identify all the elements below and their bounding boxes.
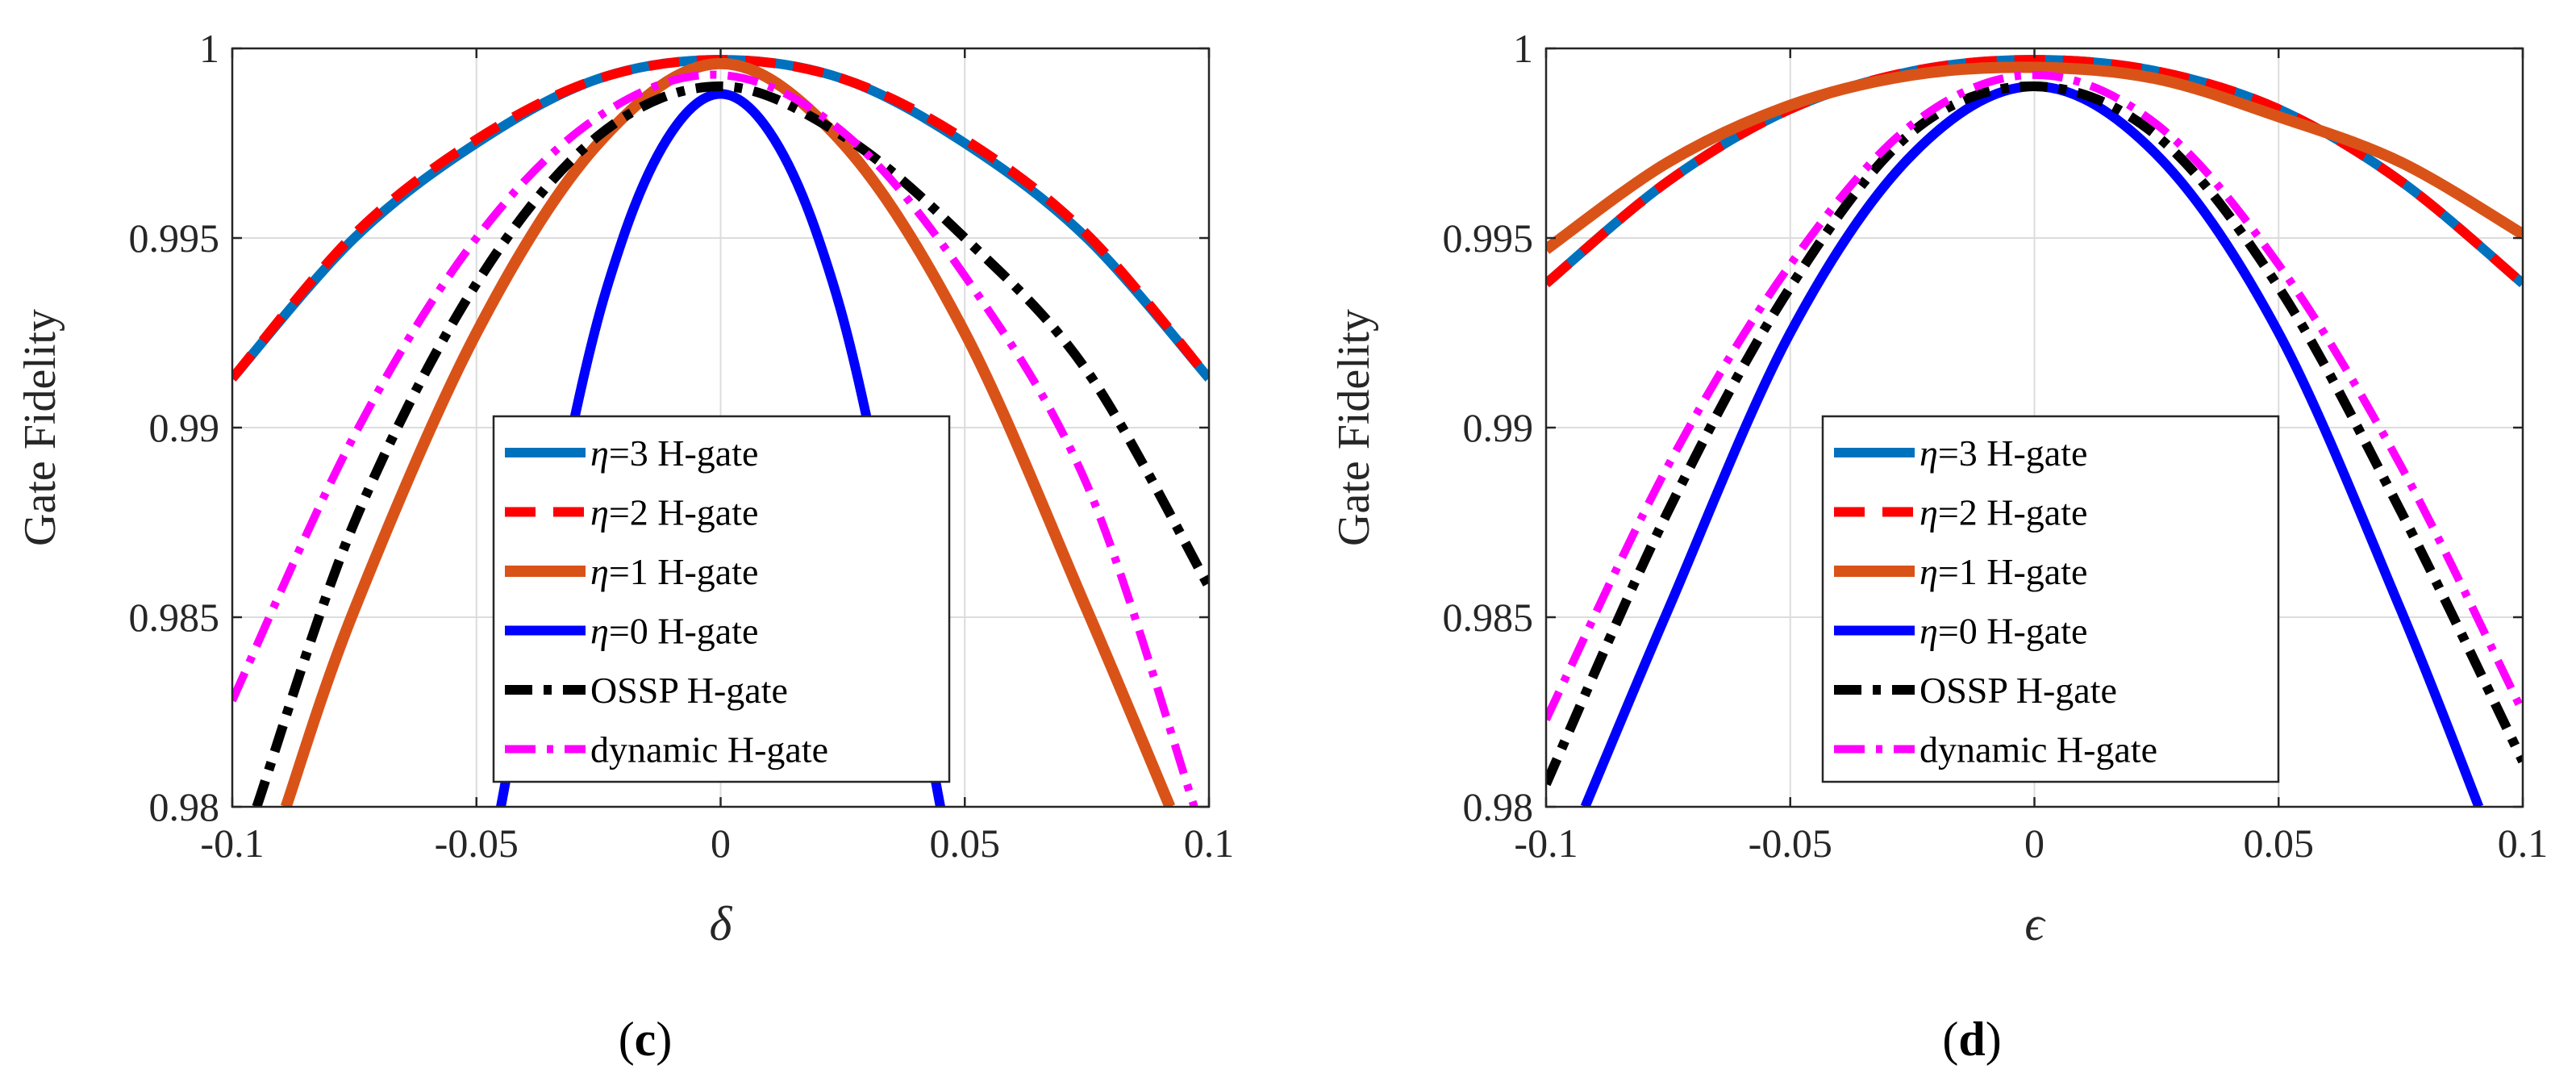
legend-label: dynamic H-gate — [590, 729, 828, 771]
chart-panel-d: -0.1 -0.05 0 0.05 0.1 0.98 0.985 0.99 0.995 1 ϵ Gat… — [1329, 26, 2548, 1066]
panel-caption: (c) — [619, 1013, 673, 1066]
x-tick-label: 0.1 — [1184, 821, 1235, 866]
y-tick-label: 1 — [1513, 26, 1533, 71]
x-axis-label: ϵ — [2024, 897, 2046, 950]
legend-label: η=1 H-gate — [590, 551, 758, 592]
y-axis-label: Gate Fidelity — [15, 309, 65, 546]
x-tick-label: -0.1 — [1514, 821, 1578, 866]
legend-label: η=0 H-gate — [1919, 611, 2087, 652]
y-tick-label: 0.985 — [129, 595, 220, 640]
legend-label: η=3 H-gate — [590, 432, 758, 474]
x-tick-label: 0.1 — [2498, 821, 2549, 866]
y-tick-label: 0.99 — [1463, 405, 1534, 450]
series-lines — [1546, 55, 2523, 807]
x-tick-label: 0 — [711, 821, 731, 866]
legend-label: η=0 H-gate — [590, 611, 758, 652]
legend-label: η=2 H-gate — [1919, 492, 2087, 533]
chart-panel-c: -0.1 -0.05 0 0.05 0.1 0.98 0.985 0.99 0.995 1 δ Gat… — [15, 26, 1234, 1066]
x-tick-label: 0.05 — [930, 821, 1001, 866]
y-tick-label: 0.985 — [1443, 595, 1534, 640]
legend-label: OSSP H-gate — [590, 670, 788, 711]
x-tick-label: -0.1 — [200, 821, 264, 866]
legend-label: OSSP H-gate — [1919, 670, 2117, 711]
legend-label: dynamic H-gate — [1919, 729, 2157, 771]
y-tick-label: 0.995 — [1443, 215, 1534, 261]
series-line-eta2 — [1546, 55, 2523, 287]
x-tick-label: 0.05 — [2244, 821, 2315, 866]
series-line-dynamic — [232, 70, 1198, 807]
x-axis-label: δ — [710, 897, 733, 950]
series-line-eta1 — [280, 57, 1176, 807]
panel-caption: (d) — [1942, 1013, 2001, 1066]
y-tick-label: 0.995 — [129, 215, 220, 261]
legend-label: η=3 H-gate — [1919, 432, 2087, 474]
y-tick-label: 0.99 — [149, 405, 220, 450]
legend-box — [492, 415, 951, 783]
y-tick-label: 0.98 — [1463, 784, 1534, 829]
x-tick-label: 0 — [2024, 821, 2045, 866]
legend-box — [1821, 415, 2280, 783]
x-tick-label: -0.05 — [1749, 821, 1832, 866]
y-tick-label: 0.98 — [149, 784, 220, 829]
legend: η=3 H-gate η=2 H-gate η=1 H-gate η=0 H-gate… — [1821, 415, 2280, 783]
series-line-ossp — [1546, 81, 2523, 787]
legend-label: η=1 H-gate — [1919, 551, 2087, 592]
y-tick-label: 1 — [199, 26, 219, 71]
legend-label: η=2 H-gate — [590, 492, 758, 533]
y-axis-label: Gate Fidelity — [1329, 309, 1379, 546]
legend: η=3 H-gate η=2 H-gate η=1 H-gate η=0 H-gate… — [492, 415, 951, 783]
series-line-dynamic — [1546, 70, 2523, 722]
series-line-eta1 — [1546, 61, 2523, 254]
x-tick-label: -0.05 — [435, 821, 519, 866]
